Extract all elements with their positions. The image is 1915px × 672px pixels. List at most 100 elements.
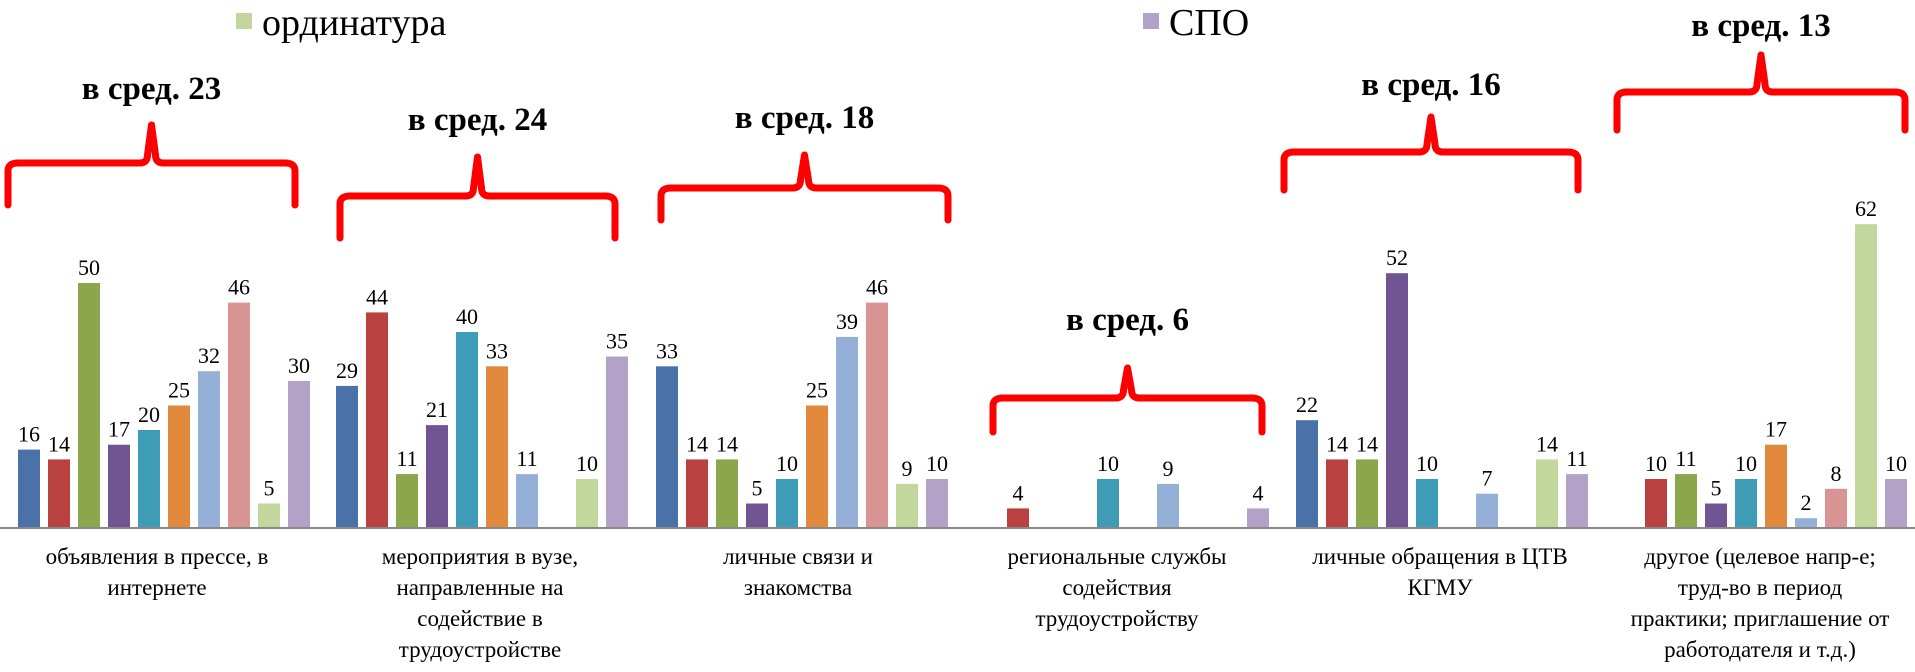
category-label-line: другое (целевое напр-е; (1644, 544, 1876, 569)
category-label-line: трудоустройстве (399, 637, 561, 662)
category-label-line: региональные службы (1008, 544, 1227, 569)
value-label-cat3-s4: 10 (1097, 451, 1119, 476)
value-label-cat2-s2: 14 (716, 431, 738, 456)
category-label-cat3: региональные службы содействия трудоустрой… (1008, 544, 1227, 631)
bar-cat1-s5 (486, 366, 508, 528)
value-label-cat4-s9: 11 (1566, 446, 1587, 471)
category-label-line: знакомства (744, 575, 852, 600)
value-label-cat3-s1: 4 (1013, 480, 1024, 505)
bar-cat1-s1 (366, 312, 388, 528)
average-brace-cat5 (1613, 51, 1909, 134)
value-label-cat2-s4: 10 (776, 451, 798, 476)
category-label-line: содействие в (417, 606, 543, 631)
average-label-cat4: в сред. 16 (1361, 67, 1500, 103)
bar-cat1-s6 (516, 474, 538, 528)
bar-cat5-s4 (1735, 479, 1757, 528)
value-label-cat0-s0: 16 (18, 422, 40, 447)
category-label-cat1: мероприятия в вузе, направленные на содейс… (382, 544, 578, 662)
value-label-cat4-s0: 22 (1296, 392, 1318, 417)
value-label-cat0-s5: 25 (168, 378, 190, 403)
category-label-line: трудоустройству (1035, 606, 1199, 631)
bar-cat1-s0 (336, 385, 358, 528)
bar-cat1-s2 (396, 474, 418, 528)
category-label-line: личные обращения в ЦТВ (1312, 544, 1567, 569)
bar-cat3-s1 (1007, 508, 1029, 528)
value-label-cat5-s7: 8 (1831, 461, 1842, 486)
bar-cat0-s3 (108, 444, 130, 528)
category-label-line: КГМУ (1407, 575, 1473, 600)
value-label-cat1-s1: 44 (366, 284, 388, 309)
value-label-cat0-s2: 50 (78, 255, 100, 280)
bar-cat1-s9 (606, 356, 628, 528)
bar-cat4-s2 (1356, 459, 1378, 528)
value-label-cat2-s8: 9 (902, 456, 913, 481)
bar-cat2-s5 (806, 405, 828, 528)
average-brace-cat3 (989, 364, 1266, 436)
value-label-cat4-s2: 14 (1356, 431, 1378, 456)
value-label-cat2-s5: 25 (806, 378, 828, 403)
bar-cat3-s9 (1247, 508, 1269, 528)
value-label-cat1-s2: 11 (396, 446, 417, 471)
average-brace-cat0 (4, 121, 299, 209)
value-label-cat4-s3: 52 (1386, 245, 1408, 270)
bar-cat5-s6 (1795, 518, 1817, 528)
value-label-cat2-s1: 14 (686, 431, 708, 456)
bar-cat3-s6 (1157, 483, 1179, 528)
legend-swatch-ordinatura (236, 13, 252, 29)
bar-cat0-s0 (18, 449, 40, 528)
legend: ординатура СПО (236, 2, 1249, 44)
category-label-line: мероприятия в вузе, (382, 544, 578, 569)
bar-cat2-s2 (716, 459, 738, 528)
average-braces-layer: в сред. 23 в сред. 24 в сред. 18 в сред. 6 в… (4, 8, 1909, 436)
bar-cat2-s7 (866, 302, 888, 528)
value-label-cat5-s2: 11 (1675, 446, 1696, 471)
bar-cat3-s4 (1097, 479, 1119, 528)
category-label-line: личные связи и (723, 544, 873, 569)
average-brace-cat1 (336, 153, 619, 242)
value-label-cat2-s3: 5 (752, 476, 763, 501)
value-label-cat4-s4: 10 (1416, 451, 1438, 476)
bar-cat2-s0 (656, 366, 678, 528)
value-label-cat1-s0: 29 (336, 358, 358, 383)
category-label-cat5: другое (целевое напр-е; труд-во в период п… (1631, 544, 1890, 662)
bar-cat1-s3 (426, 425, 448, 528)
bar-cat1-s8 (576, 479, 598, 528)
bar-cat5-s3 (1705, 503, 1727, 528)
bar-cat0-s4 (138, 430, 160, 528)
bar-cat2-s3 (746, 503, 768, 528)
bar-cat0-s1 (48, 459, 70, 528)
legend-label-ordinatura: ординатура (262, 2, 446, 44)
category-label-line: работодателя и т.д.) (1664, 637, 1856, 662)
value-label-cat0-s8: 5 (264, 476, 275, 501)
value-label-cat5-s6: 2 (1801, 490, 1812, 515)
bar-cat0-s6 (198, 371, 220, 528)
value-label-cat2-s7: 46 (866, 275, 888, 300)
value-label-cat3-s6: 9 (1163, 456, 1174, 481)
average-label-cat0: в сред. 23 (82, 71, 221, 107)
category-label-cat4: личные обращения в ЦТВ КГМУ (1312, 544, 1567, 600)
bar-cat5-s8 (1855, 224, 1877, 528)
value-label-cat0-s7: 46 (228, 275, 250, 300)
category-labels-layer: объявления в прессе, в интернете мероприят… (46, 544, 1890, 662)
value-label-cat4-s6: 7 (1482, 466, 1493, 491)
value-label-cat5-s4: 10 (1735, 451, 1757, 476)
value-label-cat4-s8: 14 (1536, 431, 1558, 456)
category-label-line: труд-во в период (1678, 575, 1843, 600)
value-label-cat0-s6: 32 (198, 343, 220, 368)
average-label-cat2: в сред. 18 (735, 100, 874, 136)
value-label-cat0-s9: 30 (288, 353, 310, 378)
value-label-cat5-s8: 62 (1855, 196, 1877, 221)
bar-cat4-s8 (1536, 459, 1558, 528)
average-label-cat1: в сред. 24 (408, 102, 547, 138)
value-label-cat3-s9: 4 (1253, 480, 1264, 505)
bar-cat2-s9 (926, 479, 948, 528)
value-label-cat2-s9: 10 (926, 451, 948, 476)
bars-layer (18, 224, 1907, 528)
legend-label-spo: СПО (1169, 2, 1249, 44)
bar-cat0-s2 (78, 283, 100, 528)
bar-cat4-s3 (1386, 273, 1408, 528)
value-label-cat4-s1: 14 (1326, 431, 1348, 456)
value-label-cat1-s4: 40 (456, 304, 478, 329)
